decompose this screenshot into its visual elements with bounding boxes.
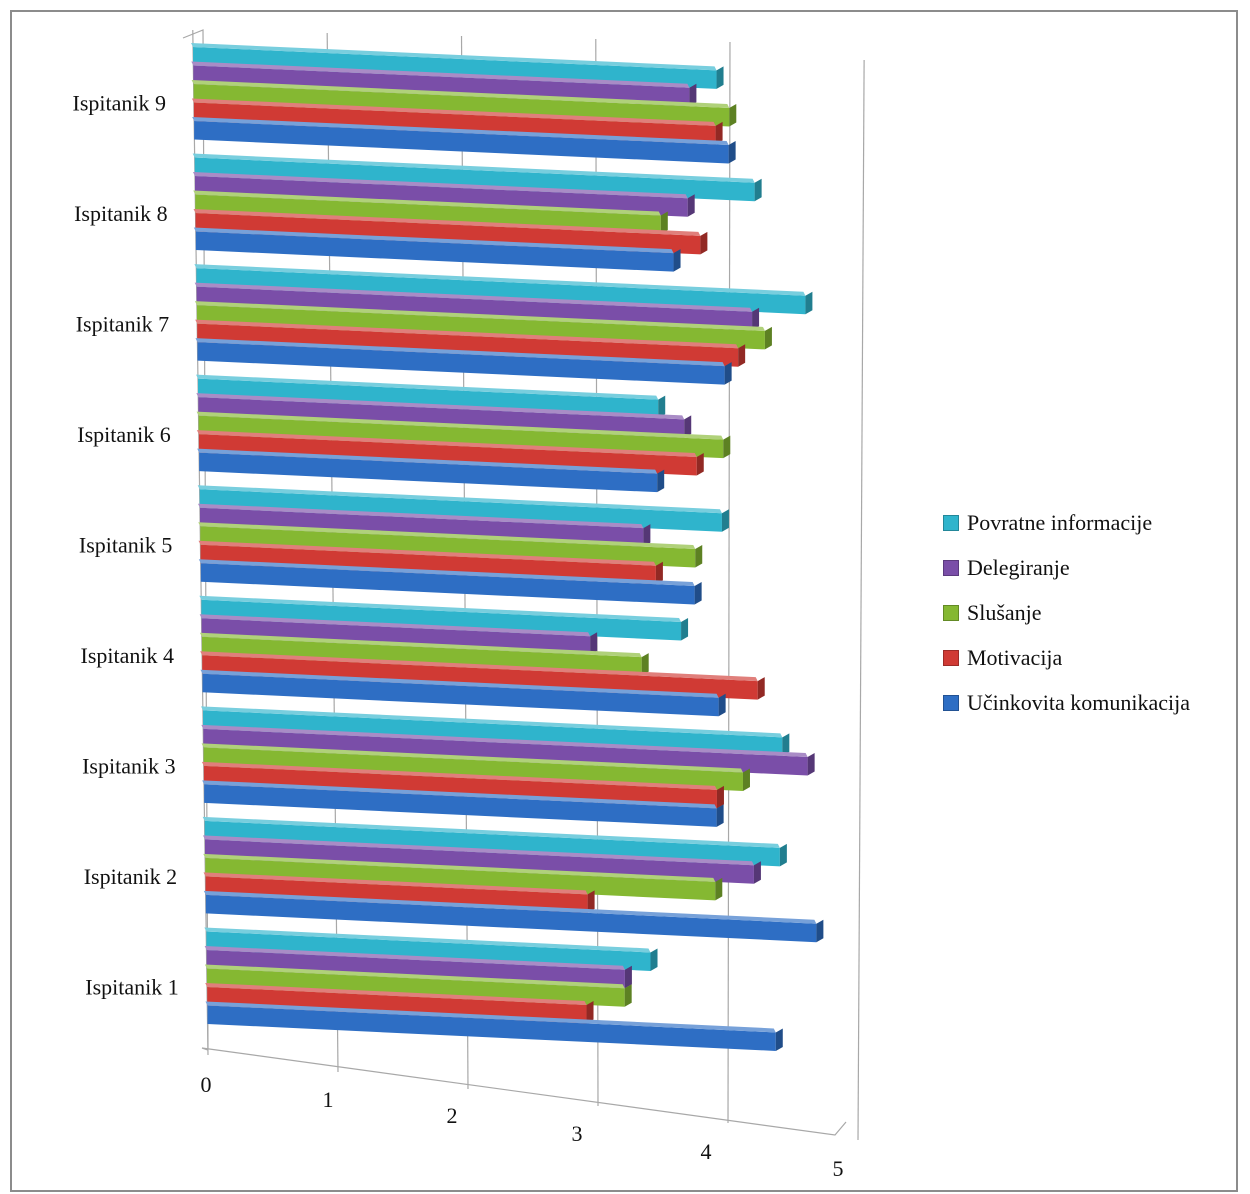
bar-slu-anje-4	[199, 632, 649, 676]
bar-motivacija-7	[195, 319, 746, 367]
x-tick-5: 5	[833, 1156, 844, 1181]
legend-label: Slušanje	[967, 599, 1042, 625]
gridline-4	[727, 41, 731, 1124]
x-tick-0: 0	[201, 1072, 212, 1097]
category-label-9: Ispitanik 9	[73, 90, 167, 115]
bar-delegiranje-6	[196, 393, 692, 438]
bar-povratne-informacije-1	[204, 927, 658, 971]
bar-slu-anje-1	[204, 964, 632, 1007]
bar-delegiranje-9	[191, 61, 697, 107]
gridline-5	[857, 59, 865, 1141]
bar-motivacija-1	[205, 982, 594, 1024]
x-tick-2: 2	[447, 1103, 458, 1128]
category-labels: Ispitanik 9 Ispitanik 8 Ispitanik 7 Ispitan…	[73, 90, 179, 999]
bar-u-inkovita-komunikacija-7	[195, 338, 732, 385]
bar-slu-anje-9	[191, 80, 737, 127]
bars	[191, 43, 824, 1051]
bar-slu-anje-8	[193, 190, 668, 235]
bar-u-inkovita-komunikacija-8	[193, 227, 681, 272]
bar-motivacija-9	[191, 98, 723, 145]
bar-delegiranje-8	[192, 172, 695, 217]
category-label-3: Ispitanik 3	[82, 754, 176, 779]
category-label-1: Ispitanik 1	[85, 975, 179, 1000]
bar-motivacija-2	[203, 872, 595, 913]
legend-item-motivacija: Motivacija	[943, 635, 1190, 680]
category-label-5: Ispitanik 5	[79, 533, 173, 558]
x-tick-4: 4	[701, 1139, 712, 1164]
bar-povratne-informacije-9	[191, 43, 724, 89]
legend-item-u-inkovita-komunikacija: Učinkovita komunikacija	[943, 680, 1190, 725]
bar-u-inkovita-komunikacija-9	[192, 117, 736, 164]
bar-u-inkovita-komunikacija-6	[197, 448, 665, 493]
x-tick-labels: 0 1 2 3 4 5	[201, 1072, 844, 1181]
bar-motivacija-8	[193, 209, 708, 255]
bar-slu-anje-2	[203, 853, 723, 901]
bar-delegiranje-5	[197, 503, 651, 547]
legend-swatch	[943, 649, 959, 666]
legend-swatch	[943, 694, 959, 711]
legend-label: Povratne informacije	[967, 509, 1153, 535]
bar-u-inkovita-komunikacija-1	[205, 1001, 783, 1051]
bar-povratne-informacije-5	[197, 485, 729, 532]
bar-povratne-informacije-2	[202, 816, 787, 867]
legend-label: Učinkovita komunikacija	[967, 689, 1190, 715]
legend: Povratne informacije Delegiranje Slušanje M…	[943, 500, 1190, 725]
bar-u-inkovita-komunikacija-3	[202, 780, 724, 827]
floor-edge	[201, 1047, 847, 1136]
legend-swatch	[943, 559, 959, 576]
legend-swatch	[943, 514, 959, 531]
bar-u-inkovita-komunikacija-5	[198, 559, 702, 605]
bar-slu-anje-6	[196, 411, 731, 459]
bar-povratne-informacije-3	[201, 706, 790, 756]
bar-motivacija-5	[198, 540, 663, 585]
bar-delegiranje-1	[204, 945, 632, 989]
legend-label: Delegiranje	[967, 554, 1070, 580]
category-label-2: Ispitanik 2	[84, 864, 178, 889]
bar-slu-anje-7	[194, 301, 772, 350]
bar-motivacija-3	[201, 761, 724, 809]
bar-povratne-informacije-8	[192, 153, 762, 202]
bar-povratne-informacije-7	[194, 264, 813, 315]
category-label-6: Ispitanik 6	[77, 422, 171, 447]
bar-delegiranje-3	[201, 724, 815, 776]
category-label-8: Ispitanik 8	[74, 201, 168, 226]
legend-label: Motivacija	[967, 644, 1063, 670]
category-label-4: Ispitanik 4	[81, 643, 175, 668]
bar-motivacija-4	[200, 651, 765, 700]
chart-frame	[10, 10, 1238, 1192]
legend-item-povratne-informacije: Povratne informacije	[943, 500, 1190, 545]
x-tick-1: 1	[323, 1087, 334, 1112]
bar-u-inkovita-komunikacija-4	[200, 669, 726, 717]
bar-delegiranje-2	[202, 835, 761, 884]
bar-povratne-informacije-4	[199, 595, 689, 641]
legend-item-delegiranje: Delegiranje	[943, 545, 1190, 590]
bar-povratne-informacije-6	[196, 374, 666, 419]
bar-u-inkovita-komunikacija-2	[203, 890, 824, 943]
x-tick-3: 3	[572, 1121, 583, 1146]
legend-swatch	[943, 604, 959, 621]
bar-slu-anje-5	[198, 522, 703, 568]
legend-item-slu-anje: Slušanje	[943, 590, 1190, 635]
bar-delegiranje-7	[194, 282, 760, 331]
bar-slu-anje-3	[201, 743, 750, 792]
bar-delegiranje-4	[199, 614, 598, 655]
category-label-7: Ispitanik 7	[76, 311, 170, 336]
bar-motivacija-6	[196, 430, 704, 476]
